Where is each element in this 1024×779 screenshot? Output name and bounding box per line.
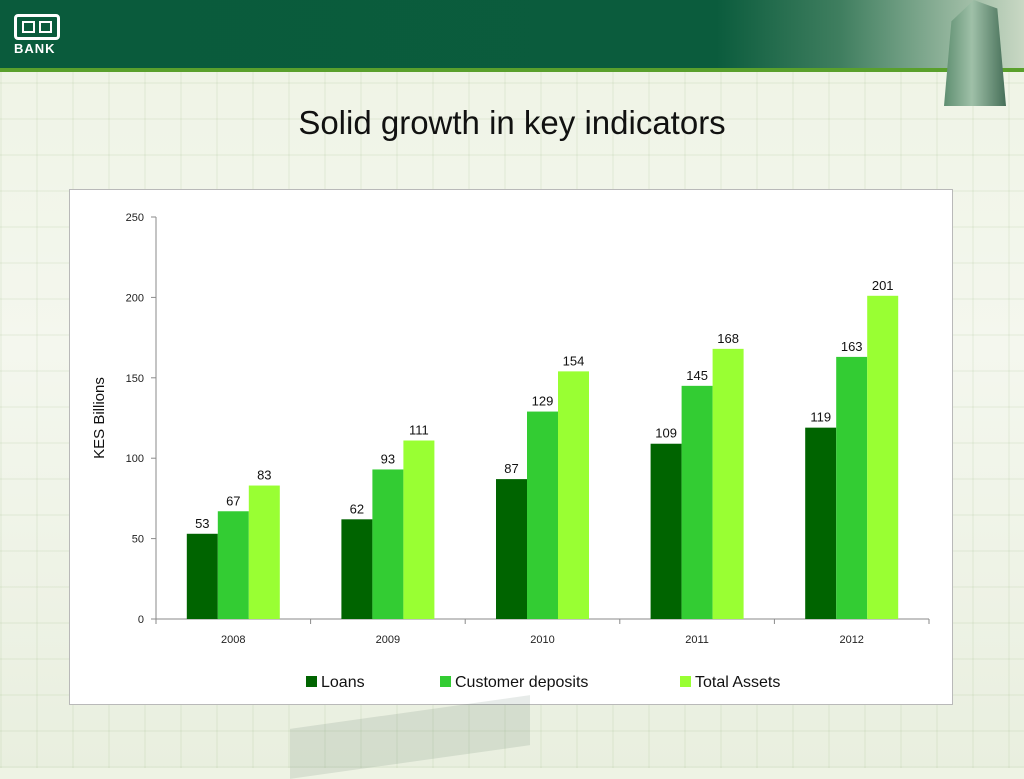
chart-legend: Loans Customer deposits Total Assets [306,674,780,691]
y-tick-label: 100 [126,453,144,465]
bar-total-assets-2009 [403,440,435,619]
x-tick-label: 2009 [376,634,400,646]
bar-total-assets-2012 [867,295,899,619]
data-label: 119 [810,410,831,425]
data-label: 67 [226,493,240,508]
bank-logo: BANK [14,14,64,58]
bar-loans-2010 [496,479,527,619]
bar-customer-deposits-2012 [836,356,868,619]
x-tick-label: 2011 [685,634,709,646]
y-axis-ticks: 0 50 100 150 200 250 [126,212,156,626]
y-tick-label: 50 [132,534,144,546]
y-tick-label: 200 [126,292,144,304]
x-tick-label: 2008 [221,634,245,646]
y-tick-label: 250 [126,212,144,224]
slide-title: Solid growth in key indicators [298,104,726,141]
data-label: 145 [686,368,708,383]
data-label: 154 [563,353,585,368]
y-axis-title: KES Billions [91,377,108,459]
legend-label: Customer deposits [455,674,588,691]
y-tick-label: 150 [126,373,144,385]
bar-total-assets-2011 [712,348,744,619]
data-label: 129 [532,394,554,409]
data-label: 83 [257,468,271,483]
data-label: 93 [381,451,395,466]
data-label: 109 [655,426,677,441]
bar-customer-deposits-2011 [681,385,713,619]
x-tick-label: 2012 [839,634,863,646]
bar-customer-deposits-2008 [217,511,249,619]
bar-loans-2008 [186,533,218,619]
header-accent-line [0,68,1024,72]
bar-series: 53 67 83 62 93 111 87 129 154 109 145 168 119 163 201 [186,278,899,619]
data-label: 163 [841,339,863,354]
x-axis-ticks: 2008 2009 2010 2011 2012 [155,619,930,646]
bar-loans-2009 [341,519,373,619]
bar-customer-deposits-2010 [527,411,558,619]
chart-panel: 0 50 100 150 200 250 53 67 83 62 93 111 87 129 154 109… [69,189,953,705]
bar-chart: 0 50 100 150 200 250 53 67 83 62 93 111 87 129 154 109… [91,212,930,691]
logo-mark-icon [14,14,60,40]
data-label: 168 [717,331,739,346]
bar-total-assets-2010 [558,371,589,619]
legend-swatch [306,676,317,687]
y-tick-label: 0 [138,614,144,626]
bar-loans-2011 [650,443,682,619]
data-label: 62 [350,501,364,516]
logo-text: BANK [14,41,56,56]
data-label: 53 [195,516,209,531]
x-tick-label: 2010 [530,634,554,646]
legend-label: Total Assets [695,674,780,691]
bar-customer-deposits-2009 [372,469,404,619]
bar-total-assets-2008 [248,485,280,619]
legend-swatch [440,676,451,687]
legend-swatch [680,676,691,687]
data-label: 111 [409,423,429,438]
data-label: 87 [504,461,518,476]
header-banner [0,0,1024,68]
bar-loans-2012 [805,427,837,619]
data-label: 201 [872,278,894,293]
legend-label: Loans [321,674,365,691]
